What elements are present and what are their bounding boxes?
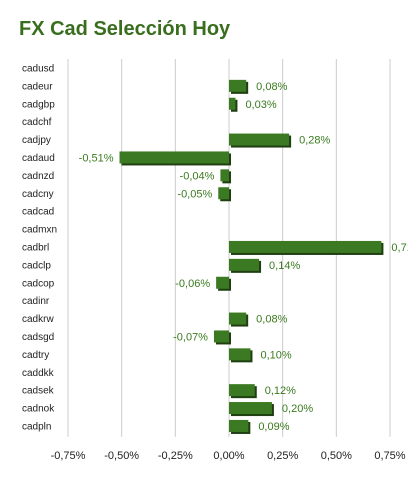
- x-tick-label: -0,25%: [158, 450, 193, 462]
- x-tick-label: 0,25%: [267, 450, 298, 462]
- category-label: cadpln: [22, 421, 51, 432]
- x-tick-label: -0,75%: [51, 450, 86, 462]
- category-label: cadtry: [22, 350, 49, 361]
- value-label: 0,71%: [391, 242, 408, 254]
- x-tick-label: -0,50%: [104, 450, 139, 462]
- category-label: cadkrw: [22, 314, 54, 325]
- category-label: cadbrl: [22, 242, 49, 253]
- value-label: 0,20%: [282, 403, 313, 415]
- x-tick-label: 0,00%: [213, 450, 244, 462]
- bar: [229, 419, 249, 432]
- x-tick-label: 0,75%: [374, 450, 405, 462]
- category-label: cadcny: [22, 189, 54, 200]
- category-label: cadsek: [22, 386, 55, 397]
- bar: [213, 330, 229, 343]
- bar: [229, 384, 255, 397]
- category-label: caddkk: [22, 368, 55, 379]
- value-label: -0,04%: [180, 170, 215, 182]
- value-label: -0,51%: [79, 152, 114, 164]
- x-tick-label: 0,50%: [321, 450, 352, 462]
- bar: [216, 276, 229, 289]
- bar: [220, 169, 229, 182]
- value-label: 0,10%: [260, 349, 291, 361]
- category-label: cadclp: [22, 260, 51, 271]
- category-label: cadgbp: [22, 99, 55, 110]
- bar: [229, 97, 236, 110]
- bar: [218, 187, 229, 200]
- bar: [229, 402, 272, 415]
- bar: [119, 151, 229, 164]
- category-label: cadsgd: [22, 332, 54, 343]
- category-label: cadcop: [22, 278, 55, 289]
- value-label: -0,07%: [173, 331, 208, 343]
- category-label: cadmxn: [22, 225, 57, 236]
- category-label: cadchf: [22, 117, 52, 128]
- value-label: 0,12%: [265, 385, 296, 397]
- bar: [229, 312, 247, 325]
- category-label: cadnok: [22, 404, 55, 415]
- category-label: cadusd: [22, 63, 54, 74]
- category-label: cadcad: [22, 207, 54, 218]
- value-label: -0,05%: [177, 188, 212, 200]
- category-label: cadaud: [22, 153, 55, 164]
- value-label: 0,28%: [299, 135, 330, 147]
- bar: [229, 79, 247, 92]
- category-label: cadinr: [22, 296, 50, 307]
- value-label: 0,09%: [258, 421, 289, 433]
- category-label: cadjpy: [22, 135, 51, 146]
- value-label: 0,08%: [256, 314, 287, 326]
- category-label: cadnzd: [22, 171, 54, 182]
- bar: [229, 258, 260, 271]
- chart-title: FX Cad Selección Hoy: [19, 18, 231, 40]
- bar: [229, 348, 251, 361]
- bar: [229, 133, 290, 146]
- bar: [229, 240, 382, 253]
- value-label: 0,08%: [256, 81, 287, 93]
- value-label: 0,03%: [245, 99, 276, 111]
- value-label: 0,14%: [269, 260, 300, 272]
- category-label: cadeur: [22, 81, 53, 92]
- value-label: -0,06%: [175, 278, 210, 290]
